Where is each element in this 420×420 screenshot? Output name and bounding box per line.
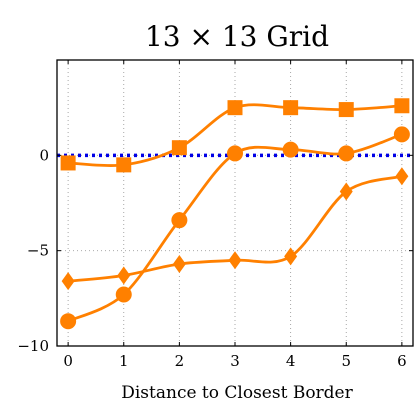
series-square-point-5	[338, 102, 354, 118]
chart-title: 13 × 13 Grid	[145, 20, 329, 53]
series-group	[60, 98, 410, 330]
x-axis-label: Distance to Closest Border	[121, 383, 353, 403]
series-square-point-1	[116, 157, 132, 173]
x-tick-label-0: 0	[63, 352, 73, 370]
series-diamond-point-3	[228, 251, 242, 270]
x-tick-label-2: 2	[175, 352, 185, 370]
x-tick-label-6: 6	[397, 352, 407, 370]
y-tick-label-1: −5	[27, 242, 49, 260]
x-tick-label-5: 5	[341, 352, 351, 370]
series-square-point-6	[394, 98, 410, 114]
series-circle-point-1	[115, 286, 132, 303]
series-diamond-point-2	[172, 255, 186, 274]
series-square-point-2	[171, 140, 187, 156]
series-diamond-point-6	[395, 167, 409, 186]
y-tick-labels: −10 −5 0	[17, 146, 49, 355]
series-diamond-point-0	[61, 272, 75, 291]
series-square-point-0	[60, 155, 76, 171]
series-circle-point-0	[60, 313, 77, 330]
y-tick-label-2: 0	[39, 146, 49, 164]
series-square-point-3	[227, 100, 243, 116]
series-circle-point-4	[282, 141, 299, 158]
series-diamond-point-4	[284, 247, 298, 266]
x-tick-label-1: 1	[119, 352, 129, 370]
series-circle-point-2	[171, 212, 188, 229]
x-tick-label-3: 3	[230, 352, 240, 370]
series-circle-point-6	[393, 126, 410, 143]
series-circle-point-3	[227, 145, 243, 162]
series-diamond-point-1	[117, 266, 131, 285]
series-circle-point-5	[338, 145, 355, 162]
tick-marks	[57, 60, 413, 347]
y-tick-label-0: −10	[17, 337, 49, 355]
series-diamond-point-5	[339, 182, 353, 201]
series-square-point-4	[283, 100, 299, 116]
x-tick-labels: 0 1 2 3 4 5 6	[63, 352, 406, 370]
x-tick-label-4: 4	[286, 352, 296, 370]
